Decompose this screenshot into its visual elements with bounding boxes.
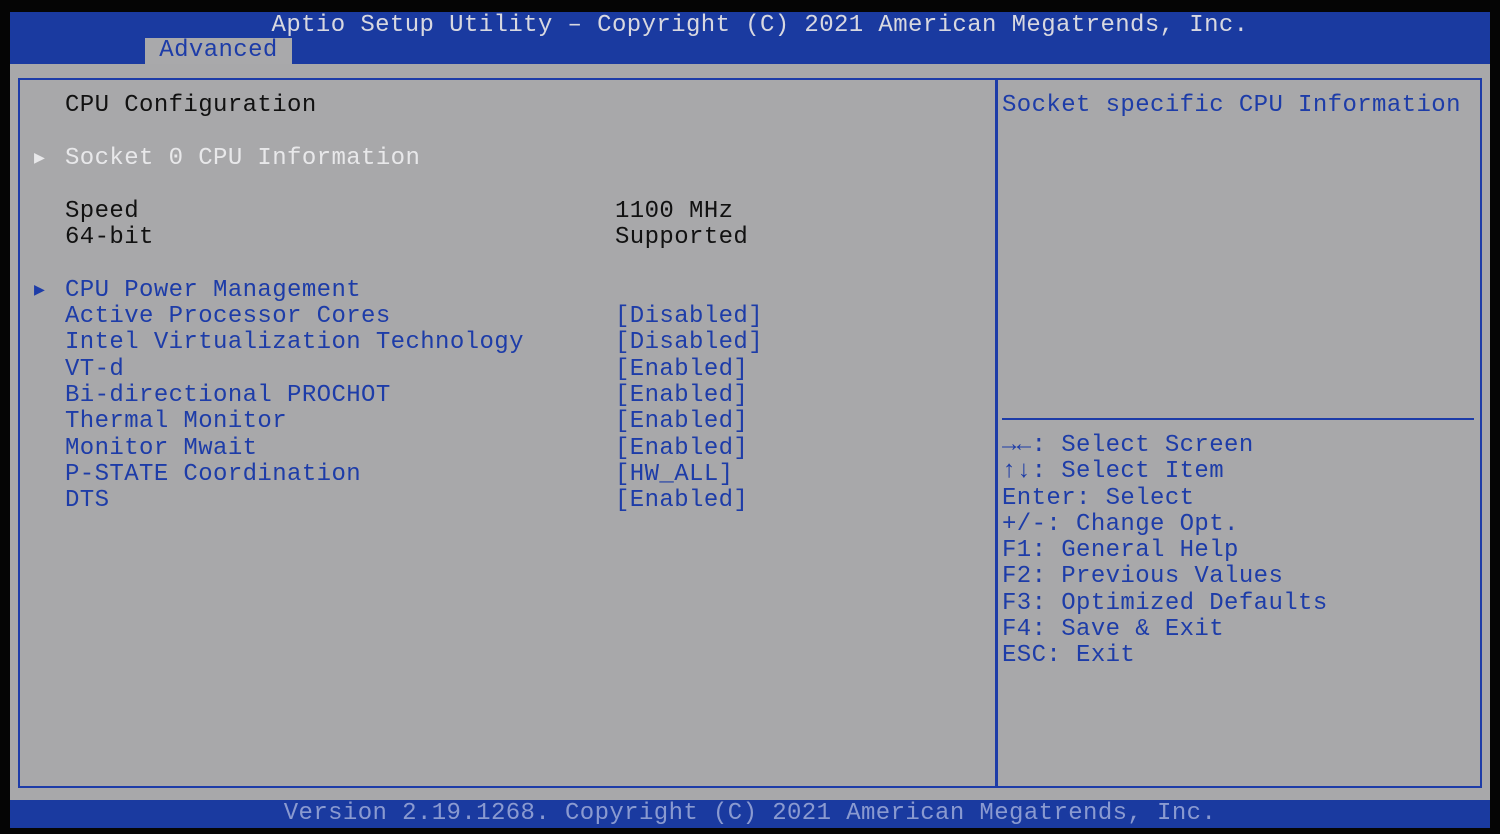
key-hint: ↑↓: Select Item: [1002, 458, 1225, 486]
setting-value[interactable]: [Disabled]: [615, 303, 764, 330]
setting-value[interactable]: [Enabled]: [615, 408, 749, 435]
pane-divider: [995, 80, 998, 786]
info-value-speed: 1100 MHz: [615, 198, 734, 225]
setting-value[interactable]: [Enabled]: [615, 487, 749, 514]
key-hint: Enter: Select: [1002, 484, 1195, 512]
setting-label[interactable]: P-STATE Coordination: [65, 461, 362, 488]
setting-label[interactable]: Bi-directional PROCHOT: [65, 382, 391, 409]
setting-value[interactable]: [Disabled]: [615, 329, 764, 356]
setting-value[interactable]: [Enabled]: [615, 382, 749, 409]
tab-advanced[interactable]: Advanced: [145, 38, 292, 64]
header-bar: Aptio Setup Utility – Copyright (C) 2021…: [10, 12, 1490, 64]
key-hint: F1: General Help: [1002, 537, 1239, 565]
key-hint: ESC: Exit: [1002, 642, 1136, 670]
info-value-64bit: Supported: [615, 224, 749, 251]
submenu-cpu-power-management[interactable]: CPU Power Management: [65, 277, 362, 304]
setting-value[interactable]: [HW_ALL]: [615, 461, 734, 488]
setting-value[interactable]: [Enabled]: [615, 435, 749, 462]
footer-version: Version 2.19.1268. Copyright (C) 2021 Am…: [10, 800, 1490, 828]
submenu-arrow-icon: ▶: [34, 281, 46, 301]
key-hint: →←: Select Screen: [1002, 432, 1254, 459]
submenu-socket-cpu-info[interactable]: Socket 0 CPU Information: [65, 145, 421, 172]
key-hint: F2: Previous Values: [1002, 563, 1284, 591]
help-separator: [1002, 418, 1474, 420]
content-frame: CPU Configuration ▶ Socket 0 CPU Informa…: [18, 78, 1482, 788]
help-text: Socket specific CPU Information: [1002, 92, 1461, 119]
key-hint: +/-: Change Opt.: [1002, 510, 1239, 538]
info-label-64bit: 64-bit: [65, 224, 154, 251]
main-panel: CPU Configuration ▶ Socket 0 CPU Informa…: [10, 64, 1490, 800]
setting-label[interactable]: Intel Virtualization Technology: [65, 329, 524, 356]
key-hint: F4: Save & Exit: [1002, 616, 1225, 644]
setting-label[interactable]: Monitor Mwait: [65, 435, 258, 462]
info-label-speed: Speed: [65, 198, 140, 225]
key-hint: F3: Optimized Defaults: [1002, 589, 1328, 617]
setting-label[interactable]: DTS: [65, 487, 110, 514]
setting-label[interactable]: Thermal Monitor: [65, 408, 288, 435]
key-legend: →←: Select Screen ↑↓: Select Item Enter:…: [1002, 432, 1328, 670]
submenu-arrow-icon: ▶: [34, 149, 46, 169]
setting-label[interactable]: Active Processor Cores: [65, 303, 391, 330]
setting-value[interactable]: [Enabled]: [615, 356, 749, 383]
section-heading: CPU Configuration: [65, 92, 317, 119]
setting-label[interactable]: VT-d: [65, 356, 125, 383]
app-title: Aptio Setup Utility – Copyright (C) 2021…: [271, 12, 1249, 39]
